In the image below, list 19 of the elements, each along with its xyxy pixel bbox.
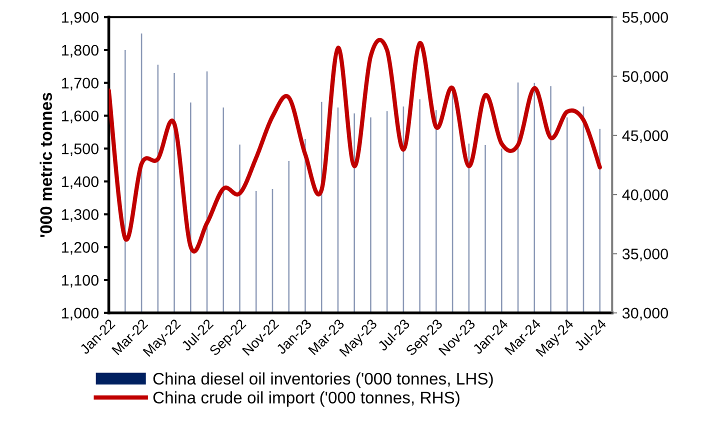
y2-tick-label: 45,000 [622,130,668,143]
y-axis-title: '000 metric tonnes [40,92,52,237]
y2-tick-label: 30,000 [622,308,668,320]
y-tick-label: 1,400 [62,176,98,189]
y-tick-label: 1,300 [62,209,98,222]
y-tick-label: 1,200 [62,242,98,255]
y-tick-label: 1,100 [62,274,98,288]
y-tick-label: 1,900 [62,12,98,25]
y-tick-label: 1,500 [62,143,98,156]
y-tick-label: 1,600 [62,110,98,124]
y2-tick-label: 35,000 [622,248,668,262]
y2-tick-label: 40,000 [622,189,668,202]
y2-tick-label: 55,000 [622,12,668,25]
y-tick-label: 1,800 [62,44,98,58]
legend-label: China crude oil import ('000 tonnes, RHS) [153,391,460,407]
legend-label: China diesel oil inventories ('000 tonnes, LHS) [153,372,493,388]
y-tick-label: 1,700 [62,78,98,90]
y-tick-label: 1,000 [62,308,98,320]
y2-tick-label: 50,000 [622,71,668,84]
